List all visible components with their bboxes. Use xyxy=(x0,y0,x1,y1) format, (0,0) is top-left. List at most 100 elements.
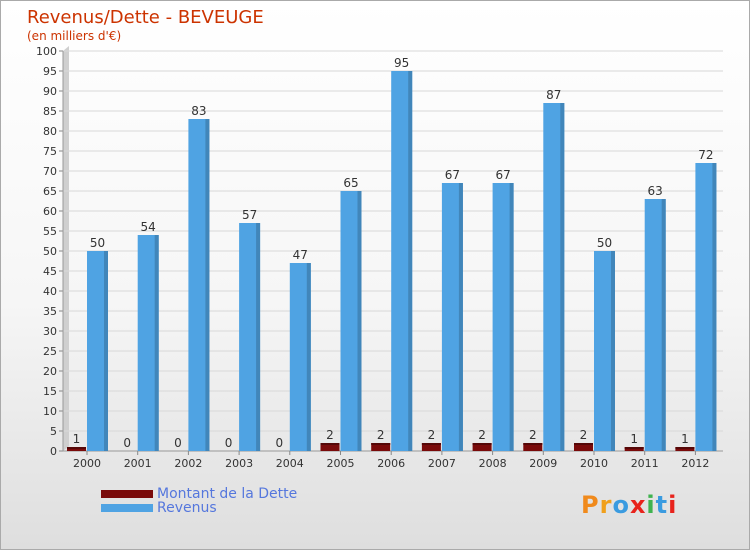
bar-dette-cap xyxy=(320,443,340,445)
bar-dette-cap xyxy=(371,443,391,445)
legend: Montant de la Dette Revenus xyxy=(101,486,298,516)
bar-revenus xyxy=(239,223,261,451)
y-tick-label: 60 xyxy=(43,205,57,218)
data-label-dette: 1 xyxy=(630,432,638,446)
bar-revenus xyxy=(695,163,717,451)
bar-dette xyxy=(574,443,593,451)
bar-revenus-shade xyxy=(560,103,565,451)
y-tick-label: 75 xyxy=(43,145,57,158)
data-label-revenus: 67 xyxy=(445,168,460,182)
bar-dette-cap xyxy=(523,443,543,445)
data-label-dette: 2 xyxy=(428,428,436,442)
bar-revenus xyxy=(543,103,565,451)
y-tick-label: 30 xyxy=(43,325,57,338)
y-tick-label: 35 xyxy=(43,305,57,318)
y-tick-label: 15 xyxy=(43,385,57,398)
bar-revenus-shade xyxy=(154,235,159,451)
y-tick-label: 55 xyxy=(43,225,57,238)
bar-dette-cap xyxy=(421,443,441,445)
x-tick-label: 2008 xyxy=(479,457,507,470)
data-label-dette: 2 xyxy=(580,428,588,442)
legend-item-dette: Montant de la Dette xyxy=(101,486,298,502)
chart-subtitle: (en milliers d'€) xyxy=(27,29,122,43)
x-tick-label: 2011 xyxy=(631,457,659,470)
legend-label-dette: Montant de la Dette xyxy=(157,486,298,502)
bar-dette-cap xyxy=(675,447,695,449)
data-label-revenus: 65 xyxy=(343,176,358,190)
data-label-revenus: 54 xyxy=(141,220,156,234)
data-label-revenus: 63 xyxy=(648,184,663,198)
chart-title: Revenus/Dette - BEVEUGE xyxy=(27,7,264,28)
bar-revenus xyxy=(137,235,159,451)
y-tick-label: 40 xyxy=(43,285,57,298)
y-tick-label: 100 xyxy=(36,45,57,58)
y-tick-label: 85 xyxy=(43,105,57,118)
x-tick-label: 2004 xyxy=(276,457,304,470)
bar-revenus xyxy=(644,199,666,451)
legend-item-revenus: Revenus xyxy=(101,500,297,516)
bar-dette xyxy=(371,443,391,451)
x-tick-label: 2012 xyxy=(681,457,709,470)
x-tick-label: 2009 xyxy=(529,457,557,470)
data-label-revenus: 72 xyxy=(698,148,713,162)
bar-revenus-shade xyxy=(408,71,413,451)
data-label-dette: 1 xyxy=(73,432,81,446)
bar-revenus xyxy=(594,251,615,451)
bar-revenus xyxy=(441,183,463,451)
y-tick-label: 50 xyxy=(43,245,57,258)
bar-revenus-shade xyxy=(205,119,210,451)
logo-letter: o xyxy=(612,491,630,519)
x-tick-label: 2000 xyxy=(73,457,101,470)
plot-depth-wall xyxy=(63,46,69,451)
y-tick-label: 45 xyxy=(43,265,57,278)
y-tick-label: 10 xyxy=(43,405,57,418)
data-label-revenus: 67 xyxy=(495,168,510,182)
bar-revenus-shade xyxy=(306,263,311,451)
bar-dette-cap xyxy=(624,447,644,449)
y-tick-label: 80 xyxy=(43,125,57,138)
y-tick-label: 0 xyxy=(50,445,57,458)
y-tick-label: 95 xyxy=(43,65,57,78)
bar-dette xyxy=(421,443,441,451)
bar-revenus-shade xyxy=(357,191,362,451)
y-tick-label: 20 xyxy=(43,365,57,378)
data-label-dette: 0 xyxy=(225,436,233,450)
y-tick-label: 65 xyxy=(43,185,57,198)
data-label-revenus: 50 xyxy=(597,236,612,250)
bar-revenus xyxy=(289,263,311,451)
bar-revenus-shade xyxy=(509,183,514,451)
bar-revenus xyxy=(87,251,108,451)
bar-revenus xyxy=(391,71,413,451)
bar-revenus xyxy=(492,183,514,451)
data-label-dette: 2 xyxy=(478,428,486,442)
data-label-dette: 0 xyxy=(123,436,131,450)
data-label-revenus: 95 xyxy=(394,56,409,70)
x-tick-label: 2003 xyxy=(225,457,253,470)
x-tick-label: 2006 xyxy=(377,457,405,470)
data-label-dette: 1 xyxy=(681,432,689,446)
bar-dette xyxy=(472,443,492,451)
data-label-dette: 0 xyxy=(174,436,182,450)
bar-revenus-shade xyxy=(611,251,615,451)
logo-letter: x xyxy=(629,491,647,519)
logo-letter: P xyxy=(581,491,600,519)
bar-revenus-shade xyxy=(458,183,463,451)
data-label-revenus: 57 xyxy=(242,208,257,222)
data-label-revenus: 87 xyxy=(546,88,561,102)
proxiti-logo: Proxiti xyxy=(581,491,677,519)
y-tick-label: 25 xyxy=(43,345,57,358)
logo-letter: r xyxy=(599,491,613,519)
x-tick-label: 2002 xyxy=(174,457,202,470)
x-tick-label: 2001 xyxy=(124,457,152,470)
legend-swatch-revenus xyxy=(101,504,153,512)
bar-dette xyxy=(523,443,543,451)
data-label-dette: 0 xyxy=(275,436,283,450)
bar-revenus-shade xyxy=(256,223,261,451)
bar-dette-cap xyxy=(67,447,86,449)
y-tick-label: 70 xyxy=(43,165,57,178)
data-label-revenus: 50 xyxy=(90,236,105,250)
bar-revenus-shade xyxy=(712,163,717,451)
bar-dette xyxy=(320,443,340,451)
bar-dette-cap xyxy=(574,443,593,445)
